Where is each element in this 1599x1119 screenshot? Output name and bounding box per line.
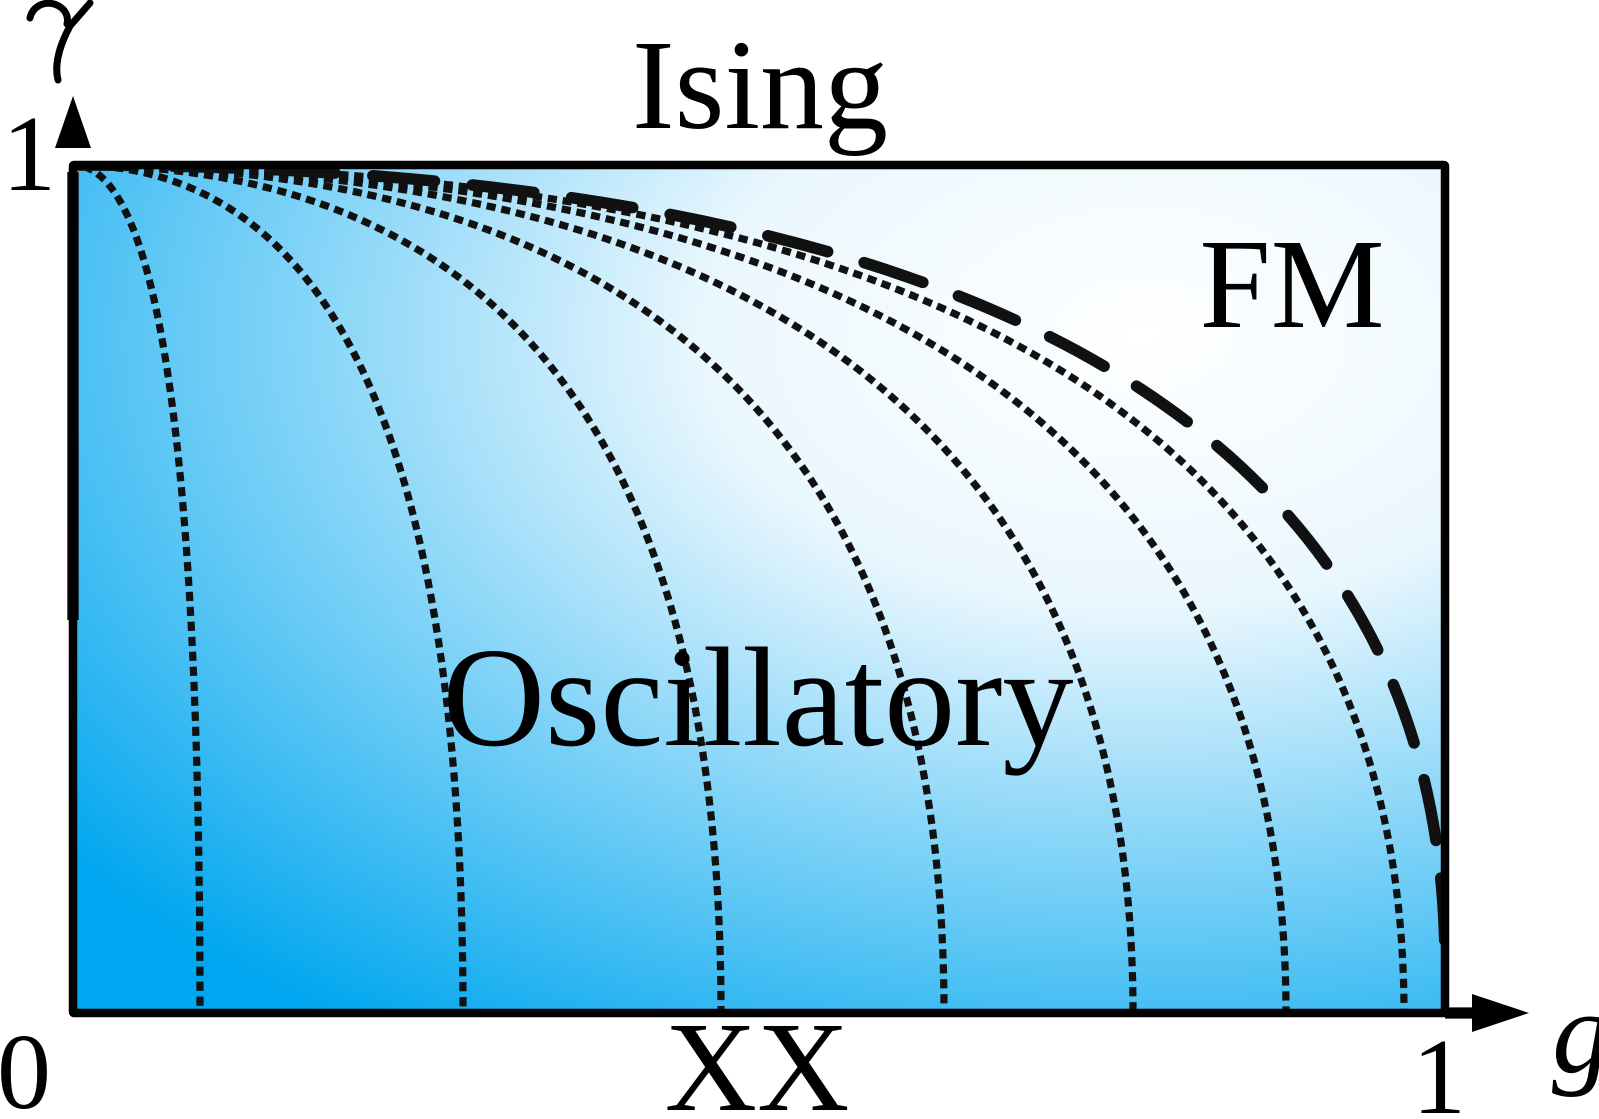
svg-text:XX: XX: [665, 996, 850, 1119]
svg-text:0: 0: [0, 1013, 51, 1119]
svg-text:1: 1: [2, 95, 56, 214]
svg-text:1: 1: [1412, 1018, 1466, 1119]
svg-text:g: g: [1552, 967, 1599, 1098]
svg-text:Oscillatory: Oscillatory: [443, 618, 1074, 776]
svg-text:Ising: Ising: [632, 14, 888, 156]
svg-text:FM: FM: [1200, 213, 1385, 355]
